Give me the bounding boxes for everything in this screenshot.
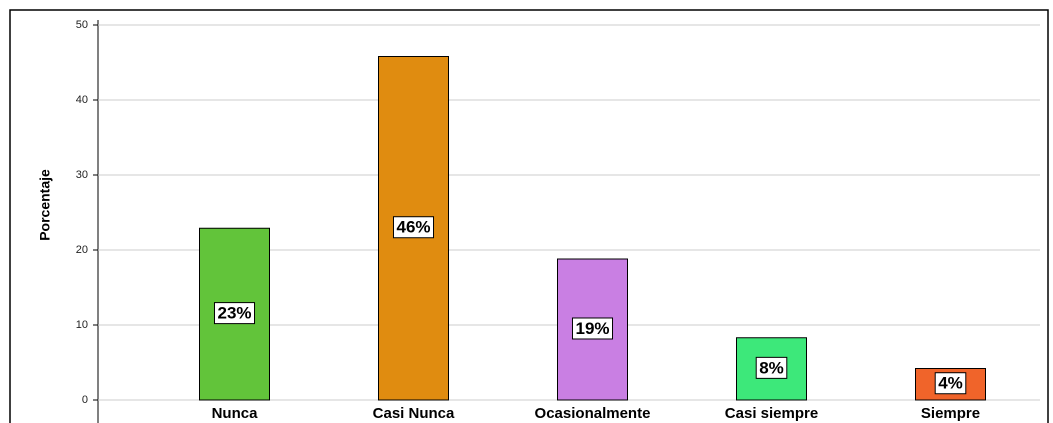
y-tick-label: 10	[76, 319, 88, 331]
y-tick-label: 30	[76, 169, 88, 181]
x-tick-label: Ocasionalmente	[535, 405, 651, 422]
y-tick-label: 50	[76, 19, 88, 31]
frame	[9, 9, 1049, 423]
x-tick-label: Casi siempre	[725, 405, 818, 422]
x-tick-label: Nunca	[212, 405, 259, 422]
value-label: 8%	[759, 358, 784, 377]
y-tick-label: 40	[76, 94, 88, 106]
value-label-box	[213, 302, 256, 325]
x-tick-label: Casi Nunca	[373, 405, 455, 422]
value-label: 19%	[575, 319, 609, 338]
y-tick-label: 0	[82, 394, 88, 406]
value-label: 23%	[217, 304, 251, 323]
value-label-box	[934, 372, 967, 395]
y-tick-label: 20	[76, 244, 88, 256]
y-axis-label: Porcentaje	[37, 169, 53, 241]
value-label-box	[392, 216, 435, 239]
value-label-box	[571, 317, 614, 340]
value-label: 4%	[938, 374, 963, 393]
value-label: 46%	[396, 218, 430, 237]
value-label-box	[755, 356, 788, 379]
x-tick-label: Siempre	[921, 405, 980, 422]
